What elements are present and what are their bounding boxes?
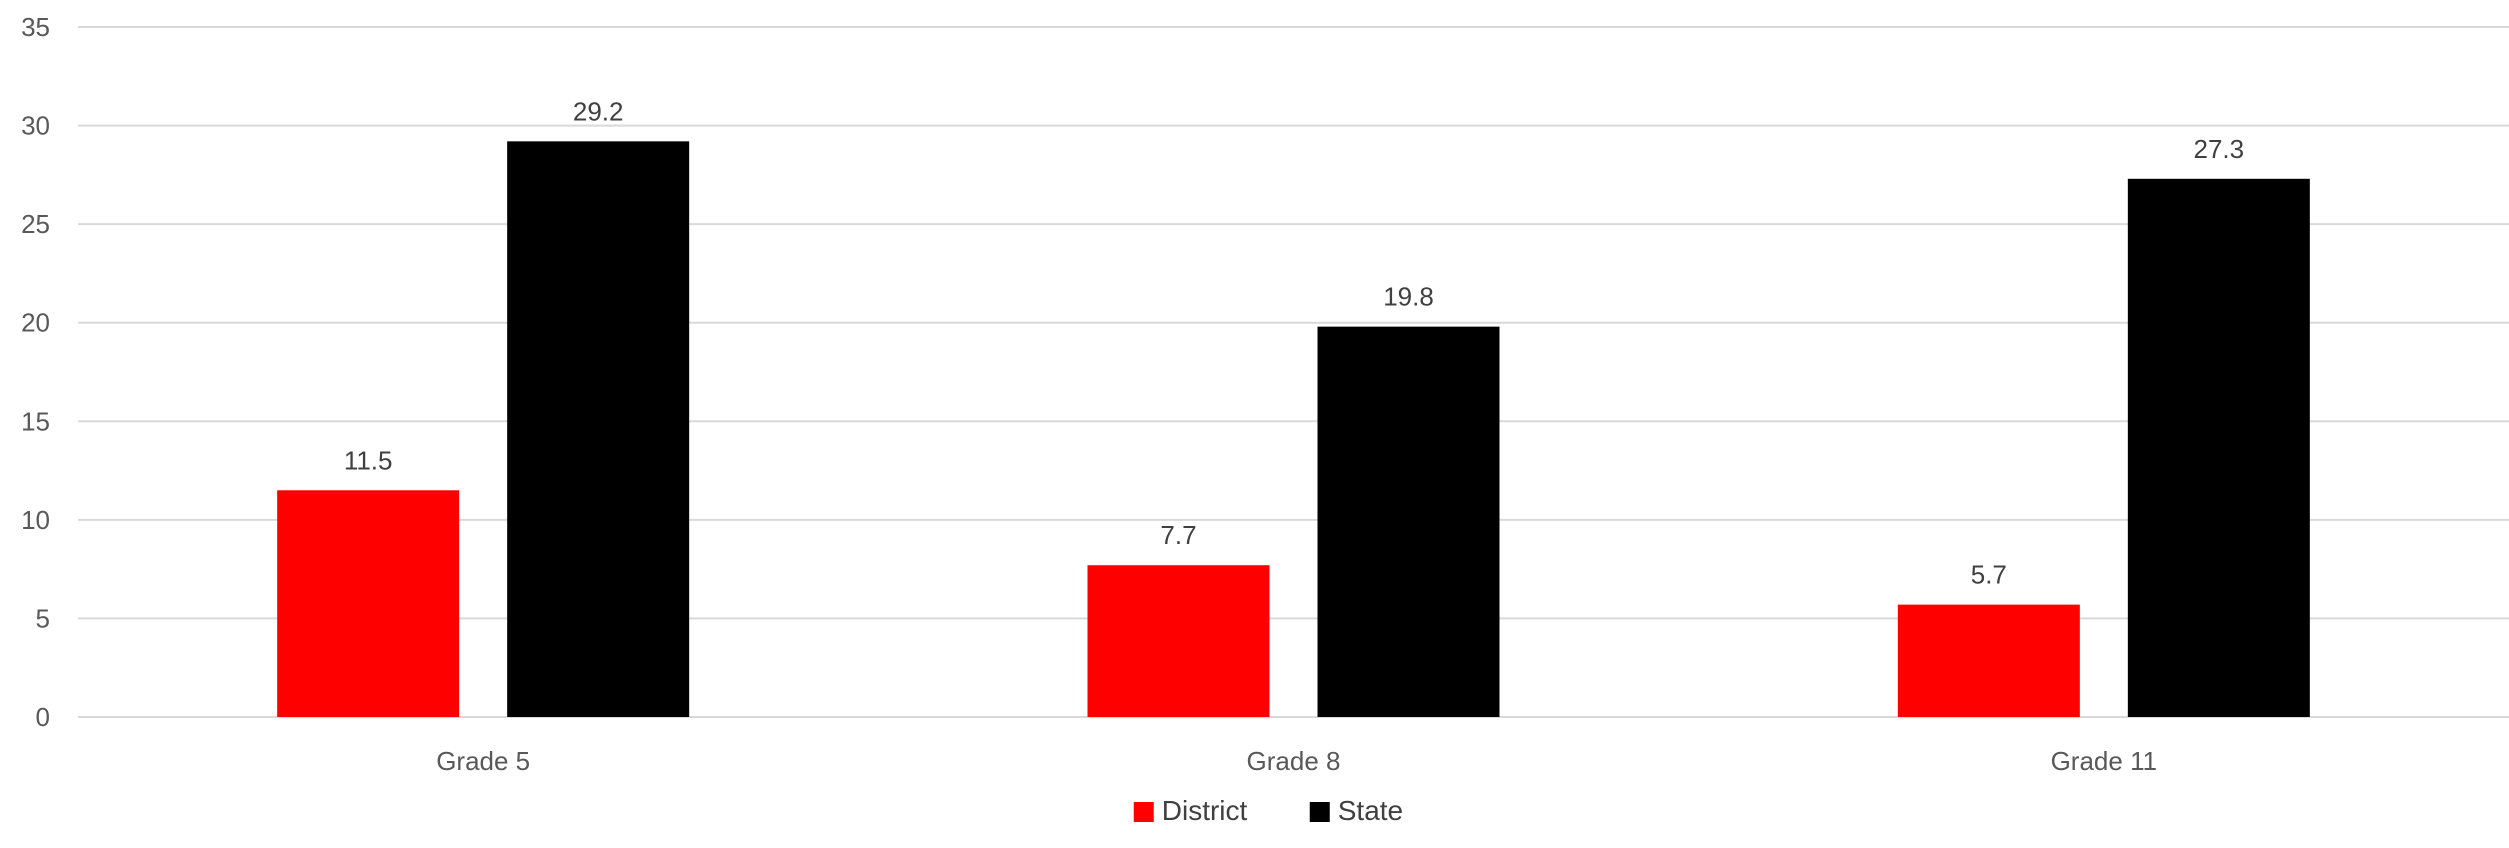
bar-state-grade-8 <box>1317 326 1500 717</box>
bar-district-grade-5 <box>277 490 460 717</box>
legend-label-state: State <box>1338 795 1403 826</box>
bars <box>277 141 2310 718</box>
x-tick-label: Grade 8 <box>1247 746 1341 776</box>
legend-label-district: District <box>1162 795 1248 826</box>
data-label: 5.7 <box>1971 560 2007 590</box>
bar-state-grade-5 <box>507 141 690 718</box>
y-axis-ticks: 0 5 10 15 20 25 30 35 <box>21 12 50 732</box>
bar-state-grade-11 <box>2127 178 2310 718</box>
data-label: 7.7 <box>1160 520 1196 550</box>
y-tick-label: 5 <box>36 603 50 633</box>
gridlines <box>78 26 2509 718</box>
x-tick-label: Grade 5 <box>436 746 530 776</box>
legend-swatch-district <box>1133 802 1154 822</box>
legend: District State <box>1133 795 1403 826</box>
bar-district-grade-8 <box>1087 565 1270 717</box>
x-axis-ticks: Grade 5 Grade 8 Grade 11 <box>436 746 2157 776</box>
y-tick-label: 0 <box>36 702 50 732</box>
y-tick-label: 15 <box>21 406 50 436</box>
data-labels: 11.5 29.2 7.7 19.8 5.7 27.3 <box>344 96 2244 589</box>
data-label: 27.3 <box>2194 134 2245 164</box>
x-tick-label: Grade 11 <box>2051 746 2157 776</box>
y-tick-label: 30 <box>21 111 50 141</box>
y-tick-label: 35 <box>21 12 50 42</box>
data-label: 19.8 <box>1383 282 1434 312</box>
y-tick-label: 10 <box>21 505 50 535</box>
data-label: 29.2 <box>573 96 624 126</box>
data-label: 11.5 <box>344 445 393 475</box>
y-tick-label: 25 <box>21 209 50 239</box>
legend-swatch-state <box>1309 802 1330 822</box>
y-tick-label: 20 <box>21 308 50 338</box>
bar-district-grade-11 <box>1897 604 2080 717</box>
